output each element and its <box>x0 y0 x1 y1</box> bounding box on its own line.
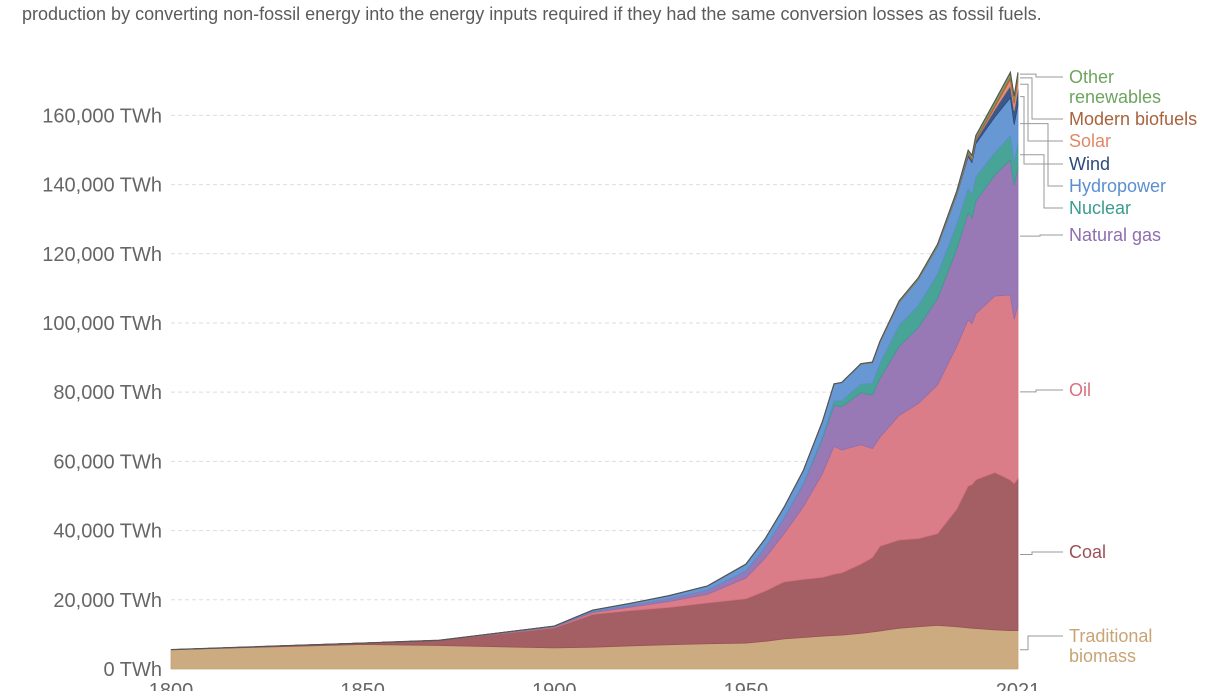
y-tick-label: 160,000 TWh <box>42 105 162 127</box>
label-oil: Oil <box>1069 380 1091 400</box>
label-other-renewables: renewables <box>1069 87 1161 107</box>
leader-line <box>1020 77 1063 120</box>
x-tick-label: 2021 <box>996 680 1041 691</box>
leader-line <box>1020 123 1063 187</box>
leader-line <box>1020 96 1063 165</box>
leader-line <box>1020 83 1063 142</box>
label-coal: Coal <box>1069 542 1106 562</box>
label-solar: Solar <box>1069 131 1111 151</box>
x-tick-label: 1950 <box>724 680 769 691</box>
chart-subtitle: production by converting non-fossil ener… <box>22 4 1042 24</box>
total-outline <box>170 70 1019 651</box>
leader-line <box>1020 234 1063 237</box>
leader-line <box>1020 73 1063 78</box>
label-hydropower: Hydropower <box>1069 176 1166 196</box>
label-natural-gas: Natural gas <box>1069 225 1161 245</box>
y-axis-ticks: 0 TWh 20,000 TWh 40,000 TWh 60,000 TWh 80,00… <box>42 105 162 681</box>
x-tick-label: 1900 <box>532 680 577 691</box>
y-tick-label: 40,000 TWh <box>53 521 162 543</box>
label-wind: Wind <box>1069 154 1110 174</box>
y-tick-label: 20,000 TWh <box>53 590 162 612</box>
leader-line <box>1020 635 1063 651</box>
leader-line <box>1020 551 1063 555</box>
label-traditional-biomass: biomass <box>1069 646 1136 666</box>
y-tick-label: 100,000 TWh <box>42 313 162 335</box>
x-tick-label: 1800 <box>149 680 194 691</box>
label-modern-biofuels: Modern biofuels <box>1069 109 1197 129</box>
x-axis-ticks: 1800 1850 1900 1950 2021 <box>149 680 1041 691</box>
y-tick-label: 80,000 TWh <box>53 382 162 404</box>
y-tick-label: 0 TWh <box>103 659 162 681</box>
leader-line <box>1020 389 1063 393</box>
y-tick-label: 120,000 TWh <box>42 244 162 266</box>
y-tick-label: 140,000 TWh <box>42 175 162 197</box>
label-other-renewables: Other <box>1069 67 1114 87</box>
label-traditional-biomass: Traditional <box>1069 626 1152 646</box>
stacked-areas <box>170 70 1019 670</box>
grid-lines <box>171 114 1018 601</box>
y-tick-label: 60,000 TWh <box>53 451 162 473</box>
label-nuclear: Nuclear <box>1069 198 1131 218</box>
x-tick-label: 1850 <box>340 680 385 691</box>
leader-line <box>1020 154 1063 209</box>
